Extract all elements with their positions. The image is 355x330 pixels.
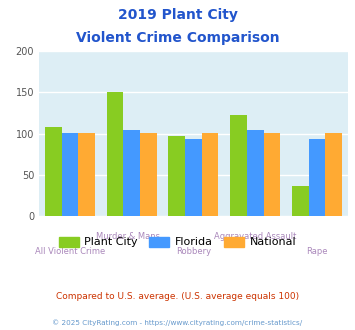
Bar: [107, 92, 124, 216]
Bar: [309, 139, 325, 216]
Text: Aggravated Assault: Aggravated Assault: [214, 232, 296, 241]
Bar: [45, 127, 62, 216]
Legend: Plant City, Florida, National: Plant City, Florida, National: [54, 232, 301, 252]
Bar: [325, 133, 342, 216]
Text: Rape: Rape: [306, 248, 328, 256]
Text: © 2025 CityRating.com - https://www.cityrating.com/crime-statistics/: © 2025 CityRating.com - https://www.city…: [53, 319, 302, 326]
Bar: [124, 130, 140, 216]
Text: Murder & Mans...: Murder & Mans...: [96, 232, 168, 241]
Text: Violent Crime Comparison: Violent Crime Comparison: [76, 31, 279, 45]
Bar: [169, 136, 185, 216]
Text: Compared to U.S. average. (U.S. average equals 100): Compared to U.S. average. (U.S. average …: [56, 292, 299, 301]
Bar: [247, 130, 263, 216]
Bar: [140, 133, 157, 216]
Bar: [202, 133, 218, 216]
Bar: [263, 133, 280, 216]
Text: 2019 Plant City: 2019 Plant City: [118, 8, 237, 22]
Bar: [78, 133, 95, 216]
Bar: [292, 186, 309, 216]
Text: Robbery: Robbery: [176, 248, 211, 256]
Bar: [185, 139, 202, 216]
Text: All Violent Crime: All Violent Crime: [35, 248, 105, 256]
Bar: [62, 133, 78, 216]
Bar: [230, 115, 247, 216]
